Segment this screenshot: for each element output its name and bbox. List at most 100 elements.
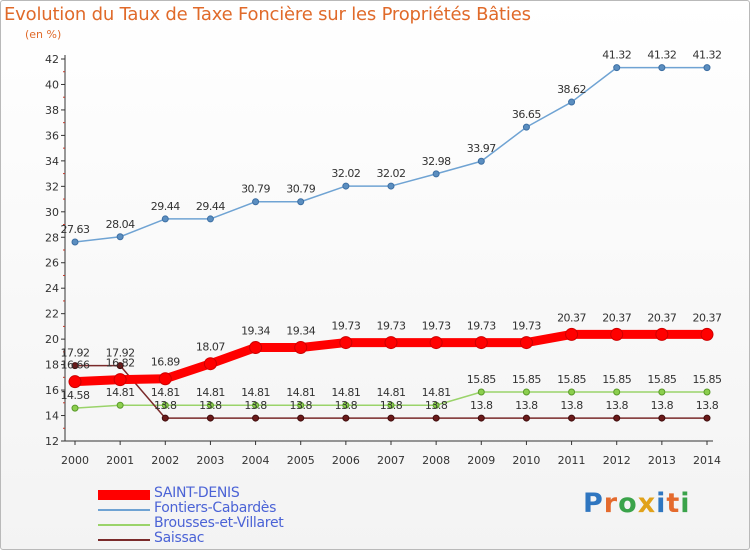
data-label: 32.02 <box>331 167 360 180</box>
data-point <box>613 414 621 422</box>
data-label: 13.8 <box>335 399 358 412</box>
y-tick-label: 32 <box>45 180 59 193</box>
data-label: 18.07 <box>196 341 225 354</box>
data-label: 13.8 <box>470 399 493 412</box>
data-label: 16.82 <box>106 357 135 370</box>
x-tick-label: 2007 <box>377 454 405 467</box>
data-label: 30.79 <box>286 183 315 196</box>
data-point <box>613 64 621 72</box>
data-label: 19.73 <box>467 320 496 333</box>
data-label: 16.89 <box>151 356 180 369</box>
data-point <box>658 388 666 396</box>
data-label: 17.92 <box>61 347 90 360</box>
data-label: 19.73 <box>331 320 360 333</box>
y-tick-label: 28 <box>45 231 59 244</box>
chart-title: Evolution du Taux de Taxe Foncière sur l… <box>4 4 531 25</box>
data-label: 36.65 <box>512 108 541 121</box>
x-tick-label: 2005 <box>287 454 315 467</box>
data-point <box>339 336 353 350</box>
series-line-Fontiers-Cabardès <box>74 66 708 243</box>
data-point <box>477 414 485 422</box>
legend-swatch <box>98 524 150 526</box>
data-label: 20.37 <box>602 311 631 324</box>
data-point <box>477 157 485 165</box>
data-point <box>658 414 666 422</box>
data-point <box>568 98 576 106</box>
data-label: 29.44 <box>151 200 180 213</box>
data-label: 13.8 <box>696 399 719 412</box>
data-label: 20.37 <box>647 311 676 324</box>
data-label: 15.85 <box>512 373 541 386</box>
y-tick-label: 42 <box>45 53 59 66</box>
data-label: 14.81 <box>106 386 135 399</box>
data-point <box>342 182 350 190</box>
data-point <box>387 182 395 190</box>
data-point <box>71 404 79 412</box>
data-label: 15.85 <box>647 373 676 386</box>
data-point <box>522 414 530 422</box>
data-point <box>71 362 79 370</box>
data-label: 13.8 <box>199 399 222 412</box>
data-point <box>203 357 217 371</box>
data-point <box>161 215 169 223</box>
data-label: 32.02 <box>377 167 406 180</box>
data-point <box>249 341 263 355</box>
data-point <box>610 327 624 341</box>
x-tick-label: 2000 <box>61 454 89 467</box>
data-label: 32.98 <box>422 155 451 168</box>
data-point <box>387 414 395 422</box>
data-point <box>116 233 124 241</box>
data-label: 20.37 <box>693 311 722 324</box>
y-tick-label: 26 <box>45 257 59 270</box>
y-tick-label: 38 <box>45 104 59 117</box>
data-point <box>477 388 485 396</box>
data-point <box>474 336 488 350</box>
data-point <box>297 414 305 422</box>
x-tick-label: 2014 <box>693 454 721 467</box>
data-label: 19.73 <box>377 320 406 333</box>
data-label: 14.81 <box>286 386 315 399</box>
data-point <box>294 341 308 355</box>
data-point <box>700 327 714 341</box>
data-point <box>161 414 169 422</box>
data-label: 13.8 <box>560 399 583 412</box>
data-point <box>158 372 172 386</box>
data-point <box>113 373 127 387</box>
data-label: 28.04 <box>106 218 135 231</box>
data-point <box>703 388 711 396</box>
y-tick-label: 24 <box>45 282 59 295</box>
data-label: 41.32 <box>602 49 631 62</box>
data-label: 30.79 <box>241 183 270 196</box>
data-label: 14.81 <box>241 386 270 399</box>
data-point <box>432 170 440 178</box>
data-point <box>429 336 443 350</box>
data-label: 19.73 <box>422 320 451 333</box>
y-tick-label: 30 <box>45 206 59 219</box>
data-point <box>432 414 440 422</box>
data-label: 15.85 <box>557 373 586 386</box>
data-point <box>206 215 214 223</box>
data-point <box>252 198 260 206</box>
legend-label: SAINT-DENIS <box>154 485 240 501</box>
data-point <box>519 336 533 350</box>
data-point <box>116 362 124 370</box>
y-tick-label: 12 <box>45 435 59 448</box>
legend-swatch <box>98 539 150 541</box>
data-label: 19.34 <box>286 325 315 338</box>
x-tick-label: 2008 <box>422 454 450 467</box>
data-label: 14.81 <box>377 386 406 399</box>
x-tick-label: 2013 <box>648 454 676 467</box>
y-tick-label: 22 <box>45 308 59 321</box>
data-point <box>658 64 666 72</box>
data-point <box>68 375 82 389</box>
data-label: 15.85 <box>602 373 631 386</box>
data-point <box>342 414 350 422</box>
data-label: 13.8 <box>154 399 177 412</box>
x-tick-label: 2001 <box>106 454 134 467</box>
data-point <box>655 327 669 341</box>
data-point <box>565 327 579 341</box>
y-tick-label: 20 <box>45 333 59 346</box>
data-label: 17.92 <box>106 347 135 360</box>
